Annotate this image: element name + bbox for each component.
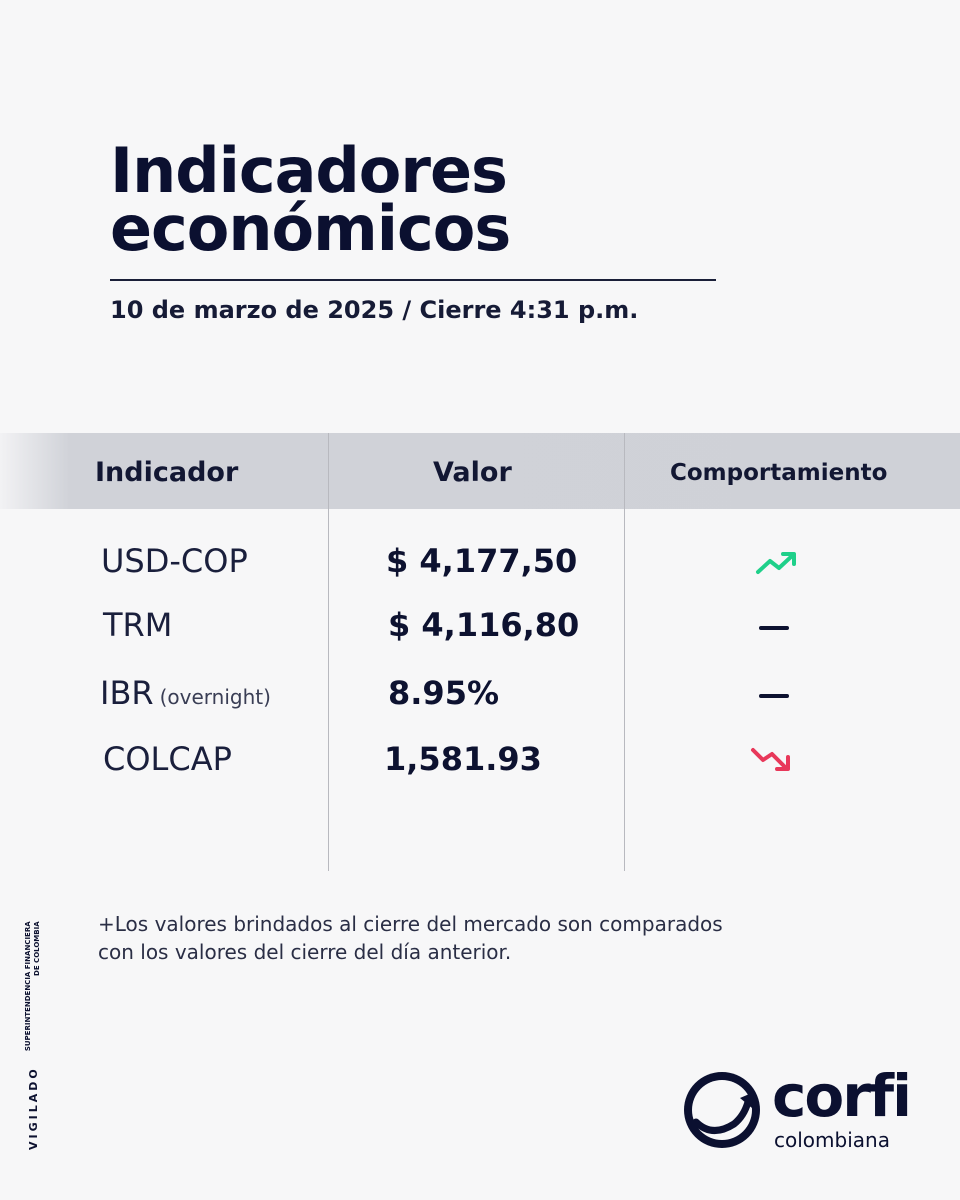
corfi-logo: corfi colombiana <box>682 1062 922 1156</box>
footnote-line: +Los valores brindados al cierre del mer… <box>98 912 723 936</box>
column-header-valor: Valor <box>433 457 512 488</box>
table-header: Indicador Valor Comportamiento <box>0 433 960 509</box>
trend-up-icon <box>756 552 796 574</box>
indicator-name: IBR (overnight) <box>100 674 271 712</box>
vigilado-entity: DE COLOMBIA <box>32 921 41 976</box>
trend-down-icon <box>751 748 790 771</box>
column-divider <box>328 433 329 871</box>
indicator-note: (overnight) <box>159 685 271 709</box>
footnote: +Los valores brindados al cierre del mer… <box>98 910 818 966</box>
column-header-comportamiento: Comportamiento <box>670 460 888 486</box>
title-underline <box>110 279 716 281</box>
column-header-indicador: Indicador <box>95 457 239 488</box>
vigilado-entity: SUPERINTENDENCIA FINANCIERA <box>23 921 32 1052</box>
table-row: TRM $ 4,116,80 <box>0 604 960 654</box>
logo-wordmark: corfi <box>772 1062 912 1130</box>
indicator-name: USD-COP <box>101 542 248 580</box>
footnote-line: con los valores del cierre del día anter… <box>98 940 512 964</box>
indicator-label: IBR <box>100 674 154 712</box>
page-title: Indicadores económicos <box>110 134 511 265</box>
trend-flat-icon <box>759 626 789 630</box>
title-line-2: económicos <box>110 192 511 265</box>
table-row: COLCAP 1,581.93 <box>0 740 960 790</box>
logo-mark-icon <box>684 1072 760 1148</box>
table-row: IBR (overnight) 8.95% <box>0 672 960 722</box>
date-subtitle: 10 de marzo de 2025 / Cierre 4:31 p.m. <box>110 296 639 324</box>
indicator-name: TRM <box>103 606 172 644</box>
table-row: USD-COP $ 4,177,50 <box>0 540 960 590</box>
column-divider <box>624 433 625 871</box>
indicator-label: USD-COP <box>101 542 248 580</box>
indicator-value: 1,581.93 <box>384 740 542 778</box>
logo-subtext: colombiana <box>774 1128 890 1152</box>
indicator-name: COLCAP <box>103 740 232 778</box>
indicator-value: $ 4,116,80 <box>388 606 580 644</box>
indicator-value: $ 4,177,50 <box>386 542 578 580</box>
indicator-label: TRM <box>103 606 173 644</box>
vigilado-label: VIGILADO <box>27 1066 40 1150</box>
trend-flat-icon <box>759 694 789 698</box>
indicator-value: 8.95% <box>388 674 500 712</box>
title-line-1: Indicadores <box>110 134 508 207</box>
vigilado-seal: VIGILADO SUPERINTENDENCIA FINANCIERA DE … <box>22 921 52 1150</box>
vigilado-text: VIGILADO SUPERINTENDENCIA FINANCIERA DE … <box>22 921 42 1150</box>
indicator-label: COLCAP <box>103 740 232 778</box>
